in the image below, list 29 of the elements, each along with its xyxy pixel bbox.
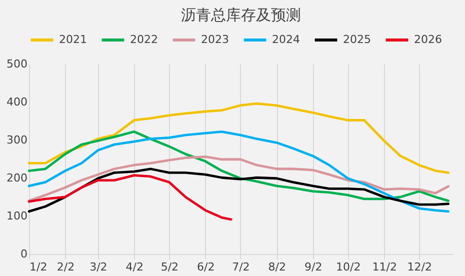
y-tick-label: 400 — [6, 96, 28, 108]
legend-label: 2022 — [130, 33, 158, 46]
y-tick-label: 500 — [6, 58, 28, 70]
y-tick-label: 300 — [6, 134, 28, 146]
y-tick-label: 0 — [20, 248, 28, 260]
chart-title: 沥青总库存及预测 — [181, 6, 301, 24]
x-tick-label: 6/2 — [197, 260, 215, 274]
line-series — [28, 156, 450, 202]
line-series — [28, 168, 450, 213]
line-series — [28, 174, 232, 221]
x-tick-label: 2/2 — [56, 260, 75, 274]
legend-label: 2026 — [414, 33, 442, 46]
y-tick-label: 200 — [6, 172, 28, 184]
legend-label: 2023 — [201, 33, 229, 46]
legend-label: 2025 — [343, 33, 371, 46]
x-tick-label: 4/2 — [126, 260, 144, 274]
legend-label: 2021 — [59, 33, 87, 46]
x-tick-label: 5/2 — [160, 260, 179, 274]
x-tick-label: 3/2 — [90, 260, 108, 274]
x-tick-label: 7/2 — [232, 260, 250, 274]
x-tick-label: 12/2 — [407, 260, 432, 274]
x-tick-label: 11/2 — [372, 260, 397, 274]
line-series — [28, 102, 450, 174]
x-tick-label: 9/2 — [304, 260, 322, 274]
x-tick-label: 1/2 — [30, 260, 48, 274]
y-tick-label: 100 — [6, 210, 28, 222]
x-tick-label: 8/2 — [268, 260, 286, 274]
x-tick-label: 10/2 — [336, 260, 361, 274]
legend-label: 2024 — [272, 33, 300, 46]
